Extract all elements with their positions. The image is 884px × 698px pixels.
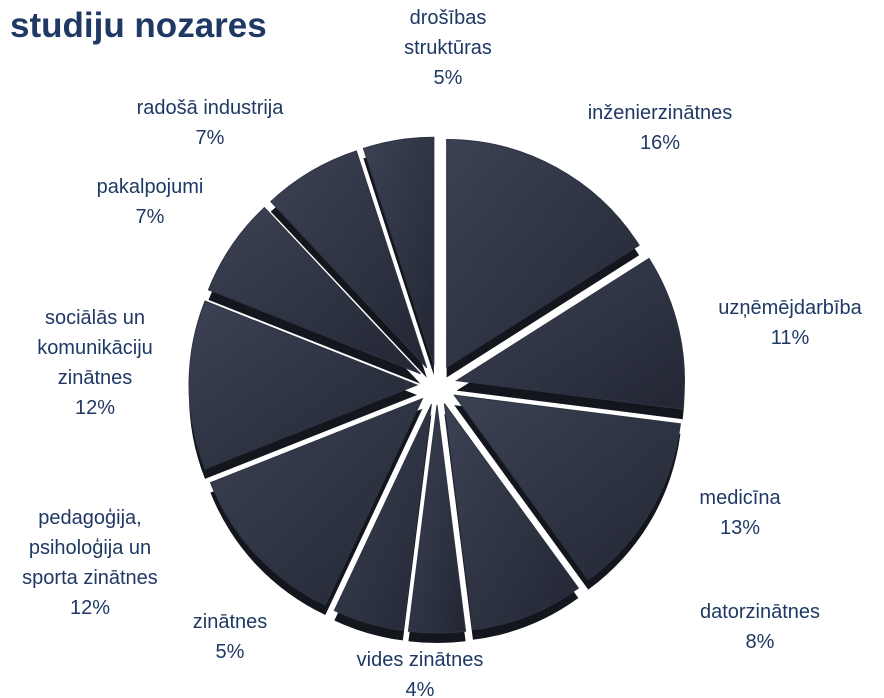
value-label: 5% bbox=[215, 641, 245, 663]
slice-label: drošības struktūras 5% bbox=[328, 3, 568, 93]
slice-label: zinātnes 5% bbox=[110, 607, 350, 667]
slice-label: uzņēmējdarbība 11% bbox=[670, 293, 884, 353]
category-label: datorzinātnes bbox=[699, 601, 821, 623]
category-label: inženierzinātnes bbox=[587, 102, 733, 124]
value-label: 8% bbox=[745, 631, 775, 653]
category-label: pakalpojumi bbox=[96, 176, 204, 198]
category-label: vides zinātnes bbox=[356, 649, 484, 671]
slice bbox=[209, 397, 424, 606]
category-label: medicīna bbox=[699, 487, 781, 509]
slice-label: radošā industrija 7% bbox=[90, 93, 330, 153]
slice-label: pedagoģija, psiholoģija un sporta zinātn… bbox=[0, 503, 210, 623]
slice-label: sociālās un komunikāciju zinātnes 12% bbox=[0, 303, 215, 423]
category-label: sociālās un komunikāciju zinātnes bbox=[37, 307, 153, 389]
chart-title: studiju nozares bbox=[10, 6, 267, 45]
slice bbox=[407, 404, 467, 634]
slice bbox=[443, 403, 580, 631]
slice-label: medicīna 13% bbox=[620, 483, 860, 543]
value-label: 7% bbox=[135, 206, 165, 228]
category-label: uzņēmējdarbība bbox=[718, 297, 862, 319]
value-label: 11% bbox=[770, 327, 810, 349]
value-label: 12% bbox=[74, 397, 116, 419]
slice bbox=[270, 150, 428, 369]
slice bbox=[333, 403, 432, 631]
slice bbox=[188, 300, 419, 470]
slice-label: pakalpojumi 7% bbox=[30, 172, 270, 232]
slice-label: datorzinātnes 8% bbox=[640, 597, 880, 657]
category-label: radošā industrija bbox=[136, 97, 284, 119]
value-label: 4% bbox=[405, 679, 435, 698]
category-label: zinātnes bbox=[192, 611, 268, 633]
slice bbox=[455, 257, 685, 410]
category-label: pedagoģija, psiholoģija un sporta zinātn… bbox=[22, 507, 158, 589]
slice bbox=[446, 138, 640, 369]
value-label: 16% bbox=[639, 132, 681, 154]
slice bbox=[207, 206, 421, 375]
value-label: 12% bbox=[69, 597, 111, 619]
slice bbox=[362, 136, 435, 366]
value-label: 5% bbox=[433, 67, 463, 89]
value-label: 13% bbox=[719, 517, 761, 539]
slice-label: inženierzinātnes 16% bbox=[540, 98, 780, 158]
slice bbox=[453, 394, 681, 581]
slice-label: vides zinātnes 4% bbox=[300, 645, 540, 698]
category-label: drošības struktūras bbox=[404, 7, 492, 59]
value-label: 7% bbox=[195, 127, 225, 149]
